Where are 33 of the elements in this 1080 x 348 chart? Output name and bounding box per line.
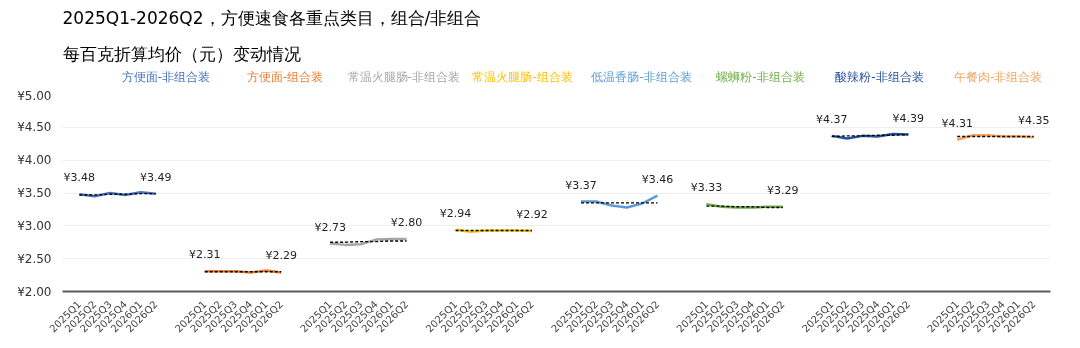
y-tick-label: ¥4.50 <box>17 120 52 135</box>
data-label: ¥3.46 <box>641 172 674 186</box>
data-label: ¥4.31 <box>941 116 973 130</box>
data-label: ¥2.92 <box>516 208 548 222</box>
data-label: ¥3.29 <box>767 183 799 197</box>
text: 常温火腿肠-非组合装 <box>347 70 460 85</box>
chart-subtitle: 每百克折算均价（元）变动情况 <box>62 43 301 64</box>
data-label: ¥3.37 <box>565 178 597 192</box>
y-tick-label: ¥3.00 <box>17 218 52 233</box>
data-label: ¥4.39 <box>892 111 925 125</box>
y-tick-label: ¥4.00 <box>17 153 52 168</box>
text: 午餐肉-非组合装 <box>954 70 1043 85</box>
text: 方便面-非组合装 <box>121 70 211 85</box>
data-label: ¥3.33 <box>690 181 723 195</box>
data-label: ¥4.35 <box>1017 114 1050 128</box>
data-label: ¥3.48 <box>63 171 96 185</box>
y-tick-label: ¥2.00 <box>17 284 52 299</box>
text: 酸辣粉-非组合装 <box>835 70 924 85</box>
text: 常温火腿肠-组合装 <box>472 70 573 85</box>
data-label: ¥3.49 <box>140 170 172 184</box>
text: 低温香肠-非组合装 <box>591 70 692 85</box>
data-label: ¥2.94 <box>439 206 472 220</box>
y-tick-label: ¥2.50 <box>17 251 52 266</box>
data-label: ¥2.29 <box>265 249 297 263</box>
chart-title: 2025Q1-2026Q2，方便速食各重点类目，组合/非组合 <box>62 7 482 28</box>
data-label: ¥4.37 <box>816 112 848 126</box>
data-label: ¥2.31 <box>188 248 221 262</box>
y-tick-label: ¥3.50 <box>17 186 52 200</box>
text: 螺蛳粉-非组合装 <box>716 70 805 85</box>
text: 方便面-组合装 <box>246 70 323 85</box>
data-label: ¥2.73 <box>314 220 346 234</box>
y-tick-label: ¥5.00 <box>17 88 52 103</box>
data-label: ¥2.80 <box>390 215 423 229</box>
